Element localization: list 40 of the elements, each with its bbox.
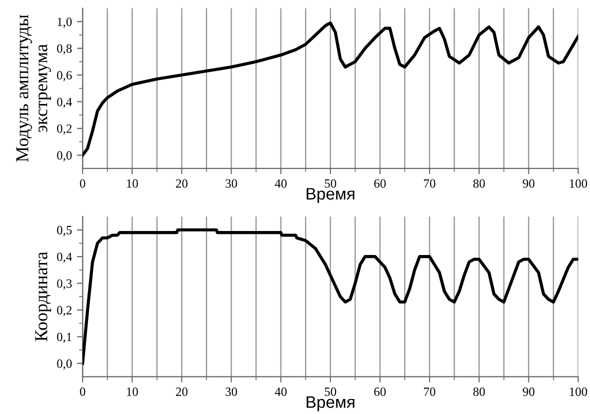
x-tick-label: 30 <box>226 388 238 396</box>
y-tick-label: 0,1 <box>57 332 72 343</box>
x-tick-label: 90 <box>522 388 534 396</box>
x-tick-label: 0 <box>80 388 86 396</box>
y-axis-title: Координата <box>35 252 52 342</box>
x-tick-label: 10 <box>127 179 138 188</box>
x-tick-label: 100 <box>570 388 588 396</box>
y-tick-label: 0,6 <box>57 71 72 82</box>
y-tick-label: 1,0 <box>58 18 72 28</box>
y-tick-label: 0,5 <box>57 226 72 236</box>
x-tick-label: 80 <box>473 179 485 188</box>
x-tick-label: 80 <box>473 388 485 396</box>
x-axis-title: Время <box>306 188 354 203</box>
x-tick-label: 10 <box>127 388 138 396</box>
x-tick-label: 100 <box>570 179 588 188</box>
y-tick-label: 0,3 <box>57 279 72 290</box>
line-series <box>82 21 578 157</box>
y-tick-label: 0,0 <box>57 151 72 162</box>
y-tick-label: 0,2 <box>57 124 72 135</box>
x-tick-label: 60 <box>374 179 386 188</box>
x-tick-label: 20 <box>176 388 188 396</box>
x-tick-label: 50 <box>324 388 336 396</box>
x-tick-label: 30 <box>226 179 238 188</box>
x-tick-label: 70 <box>424 388 436 396</box>
x-tick-label: 0 <box>80 179 86 188</box>
x-tick-label: 90 <box>522 179 534 188</box>
y-tick-label: 0,8 <box>57 44 72 55</box>
x-tick-label: 60 <box>374 388 386 396</box>
y-tick-label: 0,2 <box>57 306 72 316</box>
x-tick-label: 20 <box>176 179 188 188</box>
line-series <box>82 228 578 365</box>
y-axis-title: Модуль амплитуды экстремума <box>16 14 52 162</box>
y-tick-label: 0,4 <box>57 98 72 108</box>
x-axis-title: Время <box>306 396 354 412</box>
x-tick-label: 70 <box>424 179 436 188</box>
x-tick-label: 40 <box>274 388 287 396</box>
y-tick-label: 0,4 <box>57 252 72 263</box>
x-tick-label: 40 <box>274 179 287 188</box>
y-tick-label: 0,0 <box>57 359 72 370</box>
x-tick-label: 50 <box>324 179 336 188</box>
